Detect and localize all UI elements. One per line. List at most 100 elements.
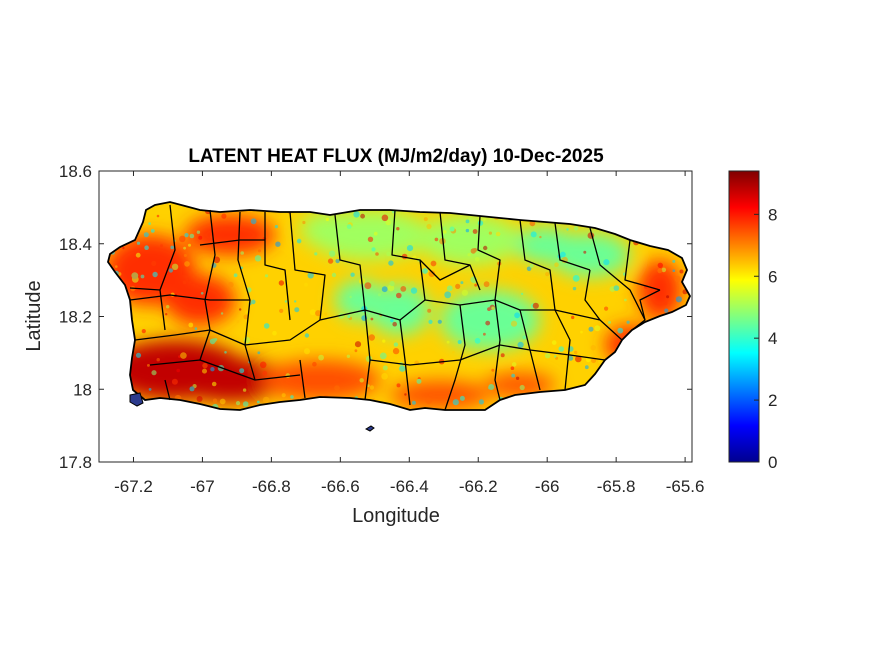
heat-speck (148, 222, 151, 225)
heat-speck (590, 345, 596, 351)
heat-speck (315, 310, 322, 317)
heat-speck (228, 281, 234, 288)
heat-speck (360, 213, 365, 219)
heat-speck (381, 214, 389, 222)
heat-speck (327, 258, 334, 264)
heat-speck (180, 352, 187, 359)
heat-speck (354, 341, 362, 348)
heat-speck (156, 214, 160, 218)
heat-region (370, 285, 430, 335)
coastline (107, 201, 692, 411)
heat-speck (314, 252, 318, 256)
heat-speck (309, 309, 316, 316)
heat-speck (626, 320, 630, 324)
heat-speck (491, 306, 495, 310)
municipal-boundary (129, 294, 250, 301)
heat-speck (259, 361, 267, 369)
heat-speck (468, 217, 472, 221)
x-tick-label: -66 (535, 477, 560, 496)
heat-speck (233, 273, 238, 278)
heat-speck (459, 395, 465, 401)
heat-speck (254, 255, 262, 262)
heat-speck (624, 298, 627, 302)
heat-speck (324, 312, 328, 316)
heat-speck (184, 261, 190, 267)
heat-speck (346, 224, 352, 230)
heat-speck (335, 258, 340, 264)
heat-speck (428, 270, 436, 278)
heat-speck (213, 256, 221, 264)
heat-speck (555, 356, 559, 360)
municipal-boundary (584, 269, 601, 321)
heat-speck (452, 399, 459, 406)
heat-speck (617, 327, 624, 334)
heat-speck (437, 319, 442, 324)
heat-speck (393, 342, 399, 347)
heat-speck (367, 236, 374, 242)
heat-speck (151, 370, 157, 376)
heat-speck (522, 335, 527, 340)
heat-speck (140, 274, 145, 279)
heat-speck (487, 307, 491, 311)
heat-speck (354, 349, 358, 353)
heat-speck (442, 226, 447, 230)
heat-speck (488, 231, 492, 235)
heat-speck (184, 233, 189, 238)
heat-speck (245, 310, 249, 314)
heat-speck (446, 285, 453, 292)
heat-speck (202, 368, 207, 374)
heat-speck (389, 280, 395, 287)
heat-speck (428, 319, 433, 324)
heat-speck (422, 268, 428, 274)
heat-speck (483, 281, 490, 288)
heat-speck (381, 286, 388, 293)
heat-speck (452, 350, 455, 354)
heat-speck (262, 370, 268, 376)
heat-speck (262, 396, 270, 404)
heat-speck (657, 262, 663, 268)
heat-speck (529, 264, 534, 268)
heat-speck (379, 352, 387, 360)
heat-speck (554, 262, 559, 268)
heat-speck (369, 385, 375, 390)
heat-speck (674, 275, 681, 283)
heat-speck (135, 252, 141, 258)
colorbar-tick-label: 4 (768, 329, 777, 348)
heat-speck (122, 246, 125, 250)
municipal-boundary (399, 319, 411, 406)
heat-speck (368, 334, 375, 341)
municipal-boundary (391, 209, 426, 301)
heat-speck (196, 396, 203, 402)
heat-speck (434, 237, 439, 242)
heat-speck (318, 354, 324, 361)
heat-region (515, 227, 575, 263)
municipal-boundary (159, 204, 176, 331)
heat-speck (340, 246, 344, 250)
municipal-boundary (264, 212, 291, 321)
heat-speck (539, 235, 542, 239)
heat-speck (164, 296, 167, 299)
heat-speck (478, 399, 484, 405)
heat-speck (385, 219, 392, 226)
heat-speck (239, 368, 245, 374)
heat-speck (278, 280, 285, 286)
heat-speck (500, 353, 505, 358)
heat-speck (307, 272, 314, 279)
x-tick-label: -66.4 (390, 477, 429, 496)
heat-speck (574, 350, 578, 355)
heat-region (260, 360, 380, 400)
heat-speck (336, 257, 339, 260)
heat-speck (410, 287, 418, 294)
heat-speck (396, 383, 401, 388)
x-tick-label: -67 (190, 477, 215, 496)
heat-speck (477, 220, 484, 226)
heat-speck (510, 320, 518, 327)
heat-speck (474, 283, 478, 287)
heat-speck (250, 218, 257, 225)
heat-speck (359, 378, 364, 383)
heat-speck (131, 272, 139, 279)
heat-speck (467, 253, 471, 257)
heat-speck (308, 387, 312, 392)
heat-speck (511, 362, 517, 367)
heat-speck (243, 336, 251, 344)
